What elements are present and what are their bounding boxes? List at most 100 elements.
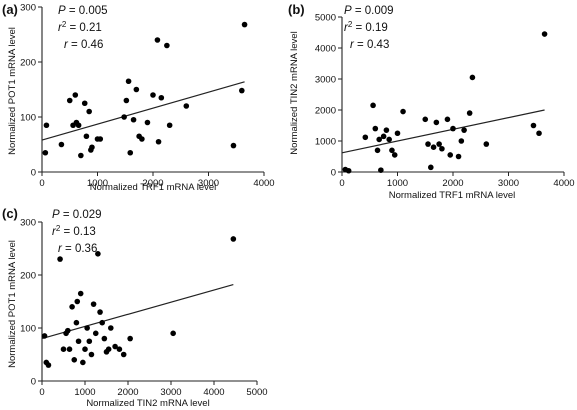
data-point-c-11 [74,298,81,305]
data-point-c-24 [101,335,108,342]
y-tick-label-c-0: 0 [31,377,36,388]
data-point-b-11 [389,147,395,154]
data-point-c-16 [84,325,90,331]
x-tick-label-b-2: 2000 [442,178,463,189]
x-tick-label-c-3: 3000 [160,387,181,398]
y-tick-label-b-0: 0 [331,168,336,179]
data-point-b-29 [469,74,476,81]
data-point-a-28 [158,94,165,101]
data-point-a-7 [75,122,82,129]
axes-a: 0 1000 2000 3000 4000 0 100 200 300 [20,3,274,190]
data-point-b-32 [536,130,542,137]
stat-r2-b: r2 = 0.19 [344,20,388,34]
y-tick-label-a-0: 0 [31,168,36,179]
panel-label-c: (c) [2,206,18,221]
data-point-a-19 [127,149,134,156]
panel-b: (b) P = 0.009 r2 = 0.19 r = 0.43 0 1000 20… [288,2,575,201]
points-b [342,31,548,174]
stat-r2-a: r2 = 0.21 [58,20,102,34]
data-point-a-3 [66,97,73,104]
x-tick-label-a-4: 4000 [253,178,274,189]
data-point-b-1 [345,167,352,174]
data-point-c-10 [73,319,80,326]
data-point-a-1 [43,122,50,129]
data-point-b-7 [378,167,384,173]
stat-r-c: r = 0.36 [58,243,97,255]
data-point-a-15 [97,136,104,142]
data-point-c-14 [80,359,86,366]
data-point-b-17 [428,164,434,171]
data-point-b-15 [422,116,429,123]
data-point-b-9 [383,127,390,133]
data-point-a-31 [183,103,190,109]
data-point-b-6 [376,136,382,143]
data-point-b-28 [466,110,473,116]
data-point-b-14 [400,108,406,115]
data-point-c-17 [86,338,93,345]
x-tick-label-a-2: 2000 [142,178,163,189]
data-point-a-8 [78,152,84,159]
x-tick-label-b-0: 0 [339,178,344,189]
regression-line-a [41,81,245,141]
points-a [42,21,248,159]
data-point-c-32 [170,330,176,337]
regression-line-b [341,109,545,154]
data-point-b-18 [430,144,437,150]
data-point-a-27 [155,138,162,145]
data-point-a-16 [121,114,127,120]
data-point-b-16 [425,141,431,147]
stat-p-c: P = 0.029 [52,209,102,221]
data-point-c-19 [90,301,97,307]
data-point-a-34 [241,21,248,28]
data-point-a-13 [89,144,95,151]
data-point-a-0 [42,149,49,156]
data-point-c-21 [95,251,101,257]
data-point-a-29 [164,42,170,49]
x-tick-label-c-1: 1000 [74,387,95,398]
data-point-b-23 [447,152,454,158]
data-point-a-30 [166,122,173,129]
y-tick-label-c-1: 100 [20,324,36,335]
x-tick-label-c-2: 2000 [117,387,138,398]
y-tick-label-b-4: 4000 [315,44,336,55]
data-point-b-30 [483,141,490,147]
y-tick-label-c-3: 300 [20,218,36,229]
data-point-c-8 [69,304,75,310]
data-point-c-18 [88,351,95,358]
data-point-a-24 [144,119,151,126]
regression-line-c [41,283,234,340]
data-point-a-33 [239,87,245,94]
y-tick-label-a-2: 200 [20,58,36,69]
data-point-c-22 [97,309,103,315]
data-point-a-11 [86,108,92,115]
data-point-b-5 [374,147,381,154]
data-point-c-3 [57,256,63,262]
panel-label-a: (a) [2,2,18,17]
points-c [41,236,237,368]
data-point-a-20 [130,116,137,123]
data-point-b-20 [436,141,442,147]
data-point-c-20 [92,330,99,337]
panel-a: (a) P = 0.005 r2 = 0.21 r = 0.46 0 1000 20… [2,2,275,193]
data-point-b-8 [380,133,387,140]
data-point-b-33 [541,31,548,37]
data-point-a-2 [58,141,65,148]
data-point-b-19 [433,119,440,126]
data-point-c-2 [45,362,52,368]
x-tick-label-c-5: 5000 [246,387,267,398]
x-tick-label-c-0: 0 [39,387,44,398]
y-tick-label-b-5: 5000 [315,13,336,24]
axes-c: 0 1000 2000 3000 4000 5000 0 100 200 300 [20,218,267,399]
data-point-b-26 [458,138,465,144]
data-point-b-12 [391,152,398,158]
data-point-c-31 [127,335,133,342]
data-point-b-10 [386,136,392,143]
data-point-b-31 [530,122,537,129]
data-point-c-27 [108,325,114,331]
data-point-c-26 [105,346,112,353]
y-axis-label-a: Normalized POT1 mRNA level [7,27,18,155]
y-tick-label-b-1: 1000 [315,137,336,148]
data-point-c-15 [82,346,88,353]
data-point-b-21 [439,145,445,152]
